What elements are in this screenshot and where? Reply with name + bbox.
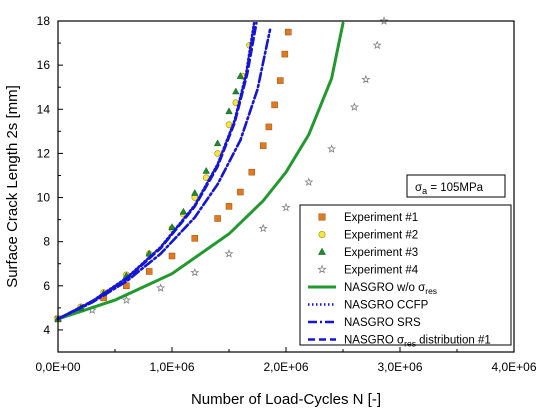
legend-item-nasgro-w-o-res: NASGRO w/o σres xyxy=(308,282,437,296)
data-point xyxy=(265,123,273,131)
data-point xyxy=(236,72,245,79)
series-line xyxy=(56,21,345,321)
data-point xyxy=(190,267,200,277)
data-point xyxy=(271,101,278,109)
data-point xyxy=(213,139,222,147)
y-axis-title: Surface Crack Length 2s [mm] xyxy=(4,85,21,288)
x-tick-label: 4,0E+06 xyxy=(491,360,536,374)
data-point xyxy=(225,121,233,129)
x-tick-label: 3,0E+06 xyxy=(377,360,422,374)
data-point xyxy=(349,102,359,111)
legend-label: Experiment #1 xyxy=(344,212,418,224)
data-point xyxy=(191,235,199,242)
y-tick-label: 18 xyxy=(37,14,51,28)
data-point xyxy=(248,168,256,176)
series-line xyxy=(56,21,258,321)
y-tick-label: 4 xyxy=(43,323,50,337)
chart-marks xyxy=(53,16,389,323)
x-tick-label: 2,0E+06 xyxy=(263,360,308,374)
annotation-text: σa = 105MPa xyxy=(415,182,484,196)
data-point xyxy=(191,189,199,196)
y-tick-label: 8 xyxy=(43,235,50,249)
annotation-sigma: σ xyxy=(415,182,422,194)
legend-marker-swatch xyxy=(318,247,326,255)
x-tick-label: 0,0E+00 xyxy=(35,360,80,374)
data-point xyxy=(168,223,176,230)
data-point xyxy=(285,28,292,36)
data-point xyxy=(214,150,221,157)
data-point xyxy=(225,203,233,210)
data-point xyxy=(237,188,244,196)
legend-item-experiment-4: Experiment #4 xyxy=(317,264,419,277)
legend-item-experiment-2: Experiment #2 xyxy=(318,230,418,242)
data-point xyxy=(145,268,153,275)
data-point xyxy=(304,177,314,186)
axis-ticks: 0,0E+00 1,0E+06 2,0E+06 3,0E+06 4,0E+06 4 6 8 10… xyxy=(35,14,536,374)
series-line xyxy=(56,28,272,321)
data-point xyxy=(372,40,382,50)
stress-annotation: σa = 105MPa xyxy=(406,174,506,198)
data-point xyxy=(327,144,337,153)
data-point xyxy=(232,87,240,95)
y-tick-label: 12 xyxy=(37,146,51,160)
y-tick-label: 14 xyxy=(37,102,51,116)
legend-label: NASGRO SRS xyxy=(344,317,421,329)
data-point xyxy=(179,207,188,215)
annotation-box xyxy=(406,174,506,198)
legend-label: NASGRO CCFP xyxy=(344,300,429,312)
legend: Experiment #1 Experiment #2 Experiment #3 E… xyxy=(299,204,512,349)
legend-label: Experiment #4 xyxy=(344,265,419,277)
data-point xyxy=(156,283,166,292)
annotation-subscript: a xyxy=(422,186,427,196)
x-tick-label: 1,0E+06 xyxy=(149,360,194,374)
legend-box xyxy=(299,204,512,346)
data-point xyxy=(202,166,210,174)
series-nasgro-res-distribution-1 xyxy=(56,21,258,321)
y-tick-label: 16 xyxy=(37,58,51,72)
data-point xyxy=(224,249,234,258)
data-point xyxy=(259,142,267,149)
legend-label: Experiment #2 xyxy=(344,230,418,242)
legend-marker-swatch xyxy=(318,213,326,221)
annotation-value: = 105MPa xyxy=(427,182,484,194)
data-point xyxy=(121,295,131,304)
legend-item-experiment-1: Experiment #1 xyxy=(318,212,418,224)
legend-marker-swatch xyxy=(318,231,326,239)
data-point xyxy=(168,252,176,260)
data-point xyxy=(225,107,233,115)
legend-item-experiment-3: Experiment #3 xyxy=(318,247,418,259)
legend-label: Experiment #3 xyxy=(344,247,418,259)
data-point xyxy=(277,77,284,84)
legend-label: NASGRO σres distribution #1 xyxy=(344,335,491,349)
data-point xyxy=(258,223,268,233)
series-experiment-2 xyxy=(54,41,253,323)
data-point xyxy=(214,215,221,222)
data-point xyxy=(361,74,371,84)
legend-marker-swatch xyxy=(317,264,327,274)
y-tick-label: 6 xyxy=(43,279,50,293)
legend-item-nasgro-res-distribution-1: NASGRO σres distribution #1 xyxy=(308,335,491,349)
x-axis-title: Number of Load-Cycles N [-] xyxy=(191,391,381,408)
legend-item-nasgro-ccfp: NASGRO CCFP xyxy=(308,300,429,312)
legend-label: NASGRO w/o σres xyxy=(344,282,437,296)
y-tick-label: 10 xyxy=(37,191,51,205)
series-nasgro-w-o-res xyxy=(56,21,345,321)
legend-item-nasgro-srs: NASGRO SRS xyxy=(308,317,421,329)
series-nasgro-srs xyxy=(56,28,272,321)
data-point xyxy=(281,202,291,212)
series-experiment-1 xyxy=(54,28,292,323)
data-point xyxy=(281,50,289,58)
